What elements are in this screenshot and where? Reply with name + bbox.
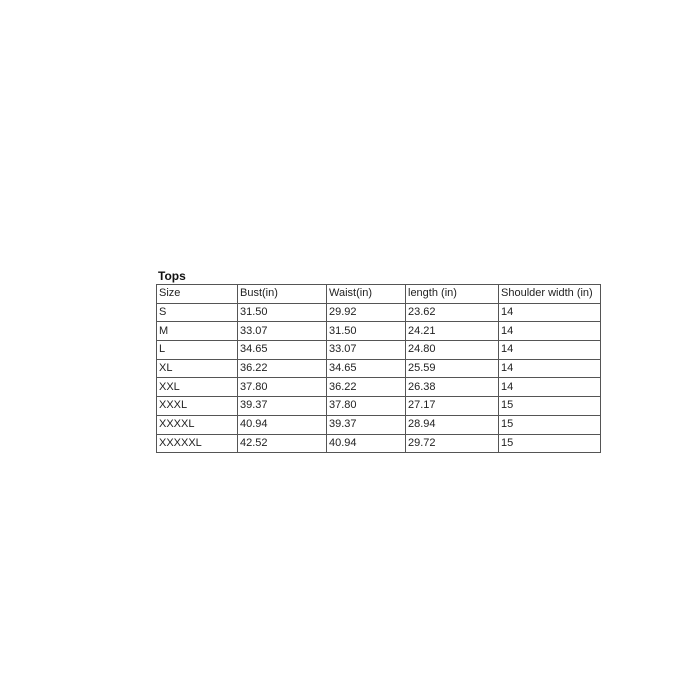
table-cell: 37.80 bbox=[237, 377, 327, 398]
table-cell: 33.07 bbox=[326, 340, 406, 360]
table-cell: XXXXXL bbox=[156, 433, 238, 454]
table-cell: 14 bbox=[498, 302, 601, 323]
table-cell: 34.65 bbox=[326, 358, 406, 379]
table-cell: 39.37 bbox=[237, 396, 327, 416]
table-cell: L bbox=[156, 340, 238, 360]
table-cell: 36.22 bbox=[237, 358, 327, 379]
table-cell: 33.07 bbox=[237, 321, 327, 342]
column-header: Shoulder width (in) bbox=[498, 284, 601, 304]
table-cell: 31.50 bbox=[326, 321, 406, 342]
table-row: XXXL 39.37 37.80 27.17 15 bbox=[156, 396, 601, 416]
column-header: length (in) bbox=[405, 284, 499, 304]
table-cell: 42.52 bbox=[237, 433, 327, 454]
table-row: XXXXXL 42.52 40.94 29.72 15 bbox=[156, 433, 601, 454]
table-cell: 23.62 bbox=[405, 302, 499, 323]
table-cell: 24.80 bbox=[405, 340, 499, 360]
table-cell: 15 bbox=[498, 433, 601, 454]
table-cell: XXXXL bbox=[156, 414, 238, 435]
table-cell: 25.59 bbox=[405, 358, 499, 379]
table-cell: 27.17 bbox=[405, 396, 499, 416]
table-cell: XXL bbox=[156, 377, 238, 398]
column-header: Size bbox=[156, 284, 238, 304]
table-row: L 34.65 33.07 24.80 14 bbox=[156, 340, 601, 360]
table-row: S 31.50 29.92 23.62 14 bbox=[156, 302, 601, 323]
table-cell: 14 bbox=[498, 321, 601, 342]
table-cell: S bbox=[156, 302, 238, 323]
table-cell: 40.94 bbox=[237, 414, 327, 435]
table-cell: 14 bbox=[498, 377, 601, 398]
table-cell: XL bbox=[156, 358, 238, 379]
table-row: XL 36.22 34.65 25.59 14 bbox=[156, 358, 601, 379]
column-header: Bust(in) bbox=[237, 284, 327, 304]
header-row: Size Bust(in) Waist(in) length (in) Shoulder… bbox=[156, 284, 601, 304]
table-cell: 39.37 bbox=[326, 414, 406, 435]
table-cell: 34.65 bbox=[237, 340, 327, 360]
table-cell: 15 bbox=[498, 414, 601, 435]
table-cell: XXXL bbox=[156, 396, 238, 416]
table-cell: 24.21 bbox=[405, 321, 499, 342]
table-title: Tops bbox=[158, 269, 186, 283]
table-cell: 14 bbox=[498, 340, 601, 360]
size-chart-table: Size Bust(in) Waist(in) length (in) Shoulder… bbox=[156, 284, 601, 454]
table-cell: 15 bbox=[498, 396, 601, 416]
table-row: M 33.07 31.50 24.21 14 bbox=[156, 321, 601, 342]
table-cell: 28.94 bbox=[405, 414, 499, 435]
table-cell: 14 bbox=[498, 358, 601, 379]
table-row: XXXXL 40.94 39.37 28.94 15 bbox=[156, 414, 601, 435]
table-cell: 37.80 bbox=[326, 396, 406, 416]
table-cell: 26.38 bbox=[405, 377, 499, 398]
table-cell: 40.94 bbox=[326, 433, 406, 454]
table-row: XXL 37.80 36.22 26.38 14 bbox=[156, 377, 601, 398]
column-header: Waist(in) bbox=[326, 284, 406, 304]
table-cell: 31.50 bbox=[237, 302, 327, 323]
table-cell: 36.22 bbox=[326, 377, 406, 398]
table-cell: 29.72 bbox=[405, 433, 499, 454]
table-cell: 29.92 bbox=[326, 302, 406, 323]
table-cell: M bbox=[156, 321, 238, 342]
